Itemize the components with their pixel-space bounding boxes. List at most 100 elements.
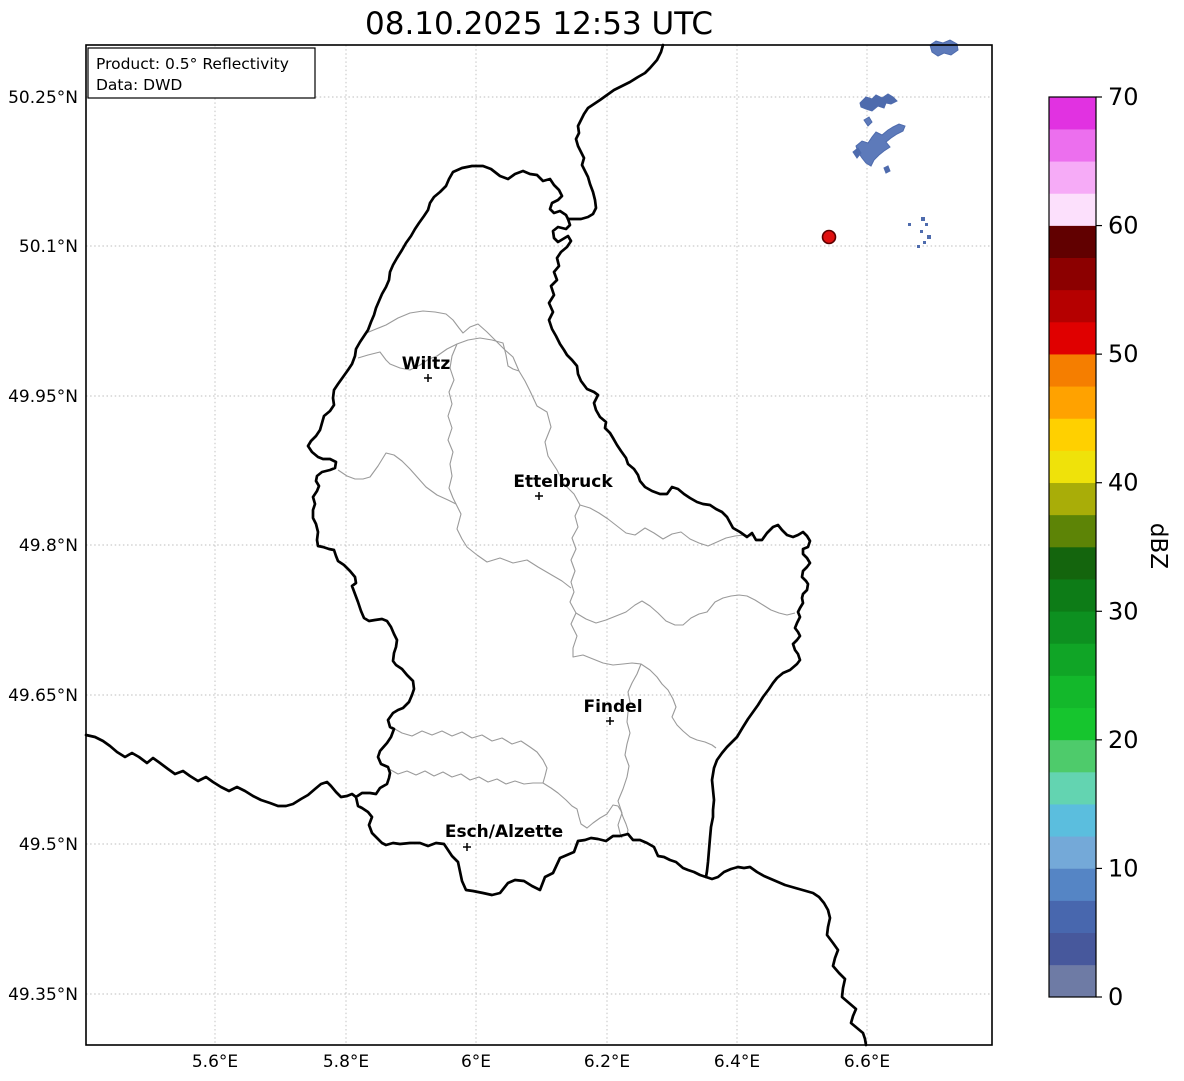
city-label: Esch/Alzette [445,822,563,842]
radar-echo-speck [920,230,923,233]
district-border-path [518,370,581,506]
colorbar-segment [1049,900,1096,934]
x-tick-label: 6.4°E [714,1052,760,1072]
city-marker [535,492,543,500]
colorbar-segment [1049,450,1096,484]
colorbar-segment [1049,546,1096,580]
colorbar-tick-label: 60 [1108,212,1139,240]
country-border-path [704,865,868,1047]
x-tick-label: 6°E [461,1052,491,1072]
colorbar-segment [1049,578,1096,612]
city: Ettelbruck [513,472,613,500]
colorbar-segment [1049,610,1096,644]
colorbar-tick-label: 30 [1108,597,1139,625]
country-border-path [84,733,358,808]
info-box-frame [87,47,316,99]
gridlines [86,45,992,1045]
district-border-path [579,504,753,547]
y-tick-label: 49.5°N [19,835,78,855]
info-box-product-line: Product: 0.5° Reflectivity [96,55,289,73]
city: Wiltz [402,354,451,382]
colorbar-segment [1049,385,1096,419]
city: Findel [583,697,643,725]
colorbar-tick-label: 0 [1108,983,1123,1011]
colorbar-segment [1049,418,1096,451]
country-border-path [306,164,812,897]
city: Esch/Alzette [445,822,563,851]
district-border-path [447,343,458,505]
radar-echo-speck [927,235,931,239]
city-marker [463,843,471,851]
colorbar-segment [1049,160,1096,194]
colorbar-tick-label: 70 [1108,83,1139,111]
radar-echo-patch [855,123,906,167]
city-layer: Wiltz Ettelbruck Findel Esch/Alzette [402,354,643,851]
x-tick-label: 6.6°E [844,1052,890,1072]
colorbar-segment [1049,803,1096,837]
radar-echo-patch [883,165,891,174]
city-marker [606,717,614,725]
radar-echo-patch [852,147,862,159]
plot-frame [85,44,993,1046]
colorbar-unit-label: dBZ [1145,523,1171,569]
y-tick-label: 50.1°N [19,237,78,257]
district-border-path [363,310,520,372]
colorbar-segment [1049,707,1096,741]
district-border-path [575,594,796,626]
y-tick-label: 49.65°N [8,686,78,706]
city-label: Wiltz [402,354,451,374]
colorbar-segment [1049,321,1096,355]
info-box-data-line: Data: DWD [96,76,182,94]
colorbar-segment [1049,289,1096,323]
colorbar-frame [1048,96,1097,998]
y-tick-label: 49.35°N [8,985,78,1005]
colorbar-segment [1049,675,1096,709]
colorbar-segment [1049,932,1096,966]
x-tick-label: 5.6°E [192,1052,238,1072]
district-border-path [357,337,520,372]
colorbar-segment [1049,225,1096,259]
plot-title: 08.10.2025 12:53 UTC [365,6,713,42]
y-tick-label: 49.95°N [8,387,78,407]
district-borders [337,310,796,839]
city-label: Ettelbruck [513,472,613,492]
district-border-path [392,727,548,784]
x-tick-label: 6.2°E [584,1052,630,1072]
radar-echo-speck [923,241,926,244]
radar-echo-speck [908,223,911,226]
radar-echo-speck [921,217,925,221]
colorbar-segment [1049,482,1096,516]
y-tick-label: 50.25°N [8,88,78,108]
x-tick-label: 5.8°E [323,1052,369,1072]
colorbar-segment [1049,514,1096,548]
district-border-path [617,663,642,839]
colorbar-segment [1049,771,1096,805]
colorbar-tick-label: 50 [1108,340,1139,368]
district-border-path [569,504,717,749]
radar-echo-patch [859,93,898,112]
city-marker [424,374,432,382]
city-label: Findel [583,697,642,717]
colorbar-tick-label: 10 [1108,854,1139,882]
y-axis-labels: 50.25°N 50.1°N 49.95°N 49.8°N 49.65°N 49.5°N 4… [8,88,78,1005]
radar-echo-patch [863,116,873,127]
colorbar-segment [1049,868,1096,901]
colorbar-segment [1049,128,1096,162]
colorbar-segment [1049,96,1096,130]
district-border-path [337,452,572,589]
country-borders [84,43,868,1047]
colorbar-segment [1049,964,1096,998]
colorbar-tick-label: 20 [1108,726,1139,754]
y-tick-label: 49.8°N [19,536,78,556]
colorbar: 0 10 20 30 40 50 60 70 [1048,83,1139,1011]
radar-echo-layer [852,39,959,248]
colorbar-tick-label: 40 [1108,469,1139,497]
info-box: Product: 0.5° Reflectivity Data: DWD [87,47,316,99]
country-border-path [566,43,665,221]
colorbar-segment [1049,739,1096,773]
colorbar-segment [1049,835,1096,869]
x-axis-labels: 5.6°E 5.8°E 6°E 6.2°E 6.4°E 6.6°E [192,1052,890,1072]
colorbar-segment [1049,353,1096,387]
radar-site-marker [821,229,837,245]
